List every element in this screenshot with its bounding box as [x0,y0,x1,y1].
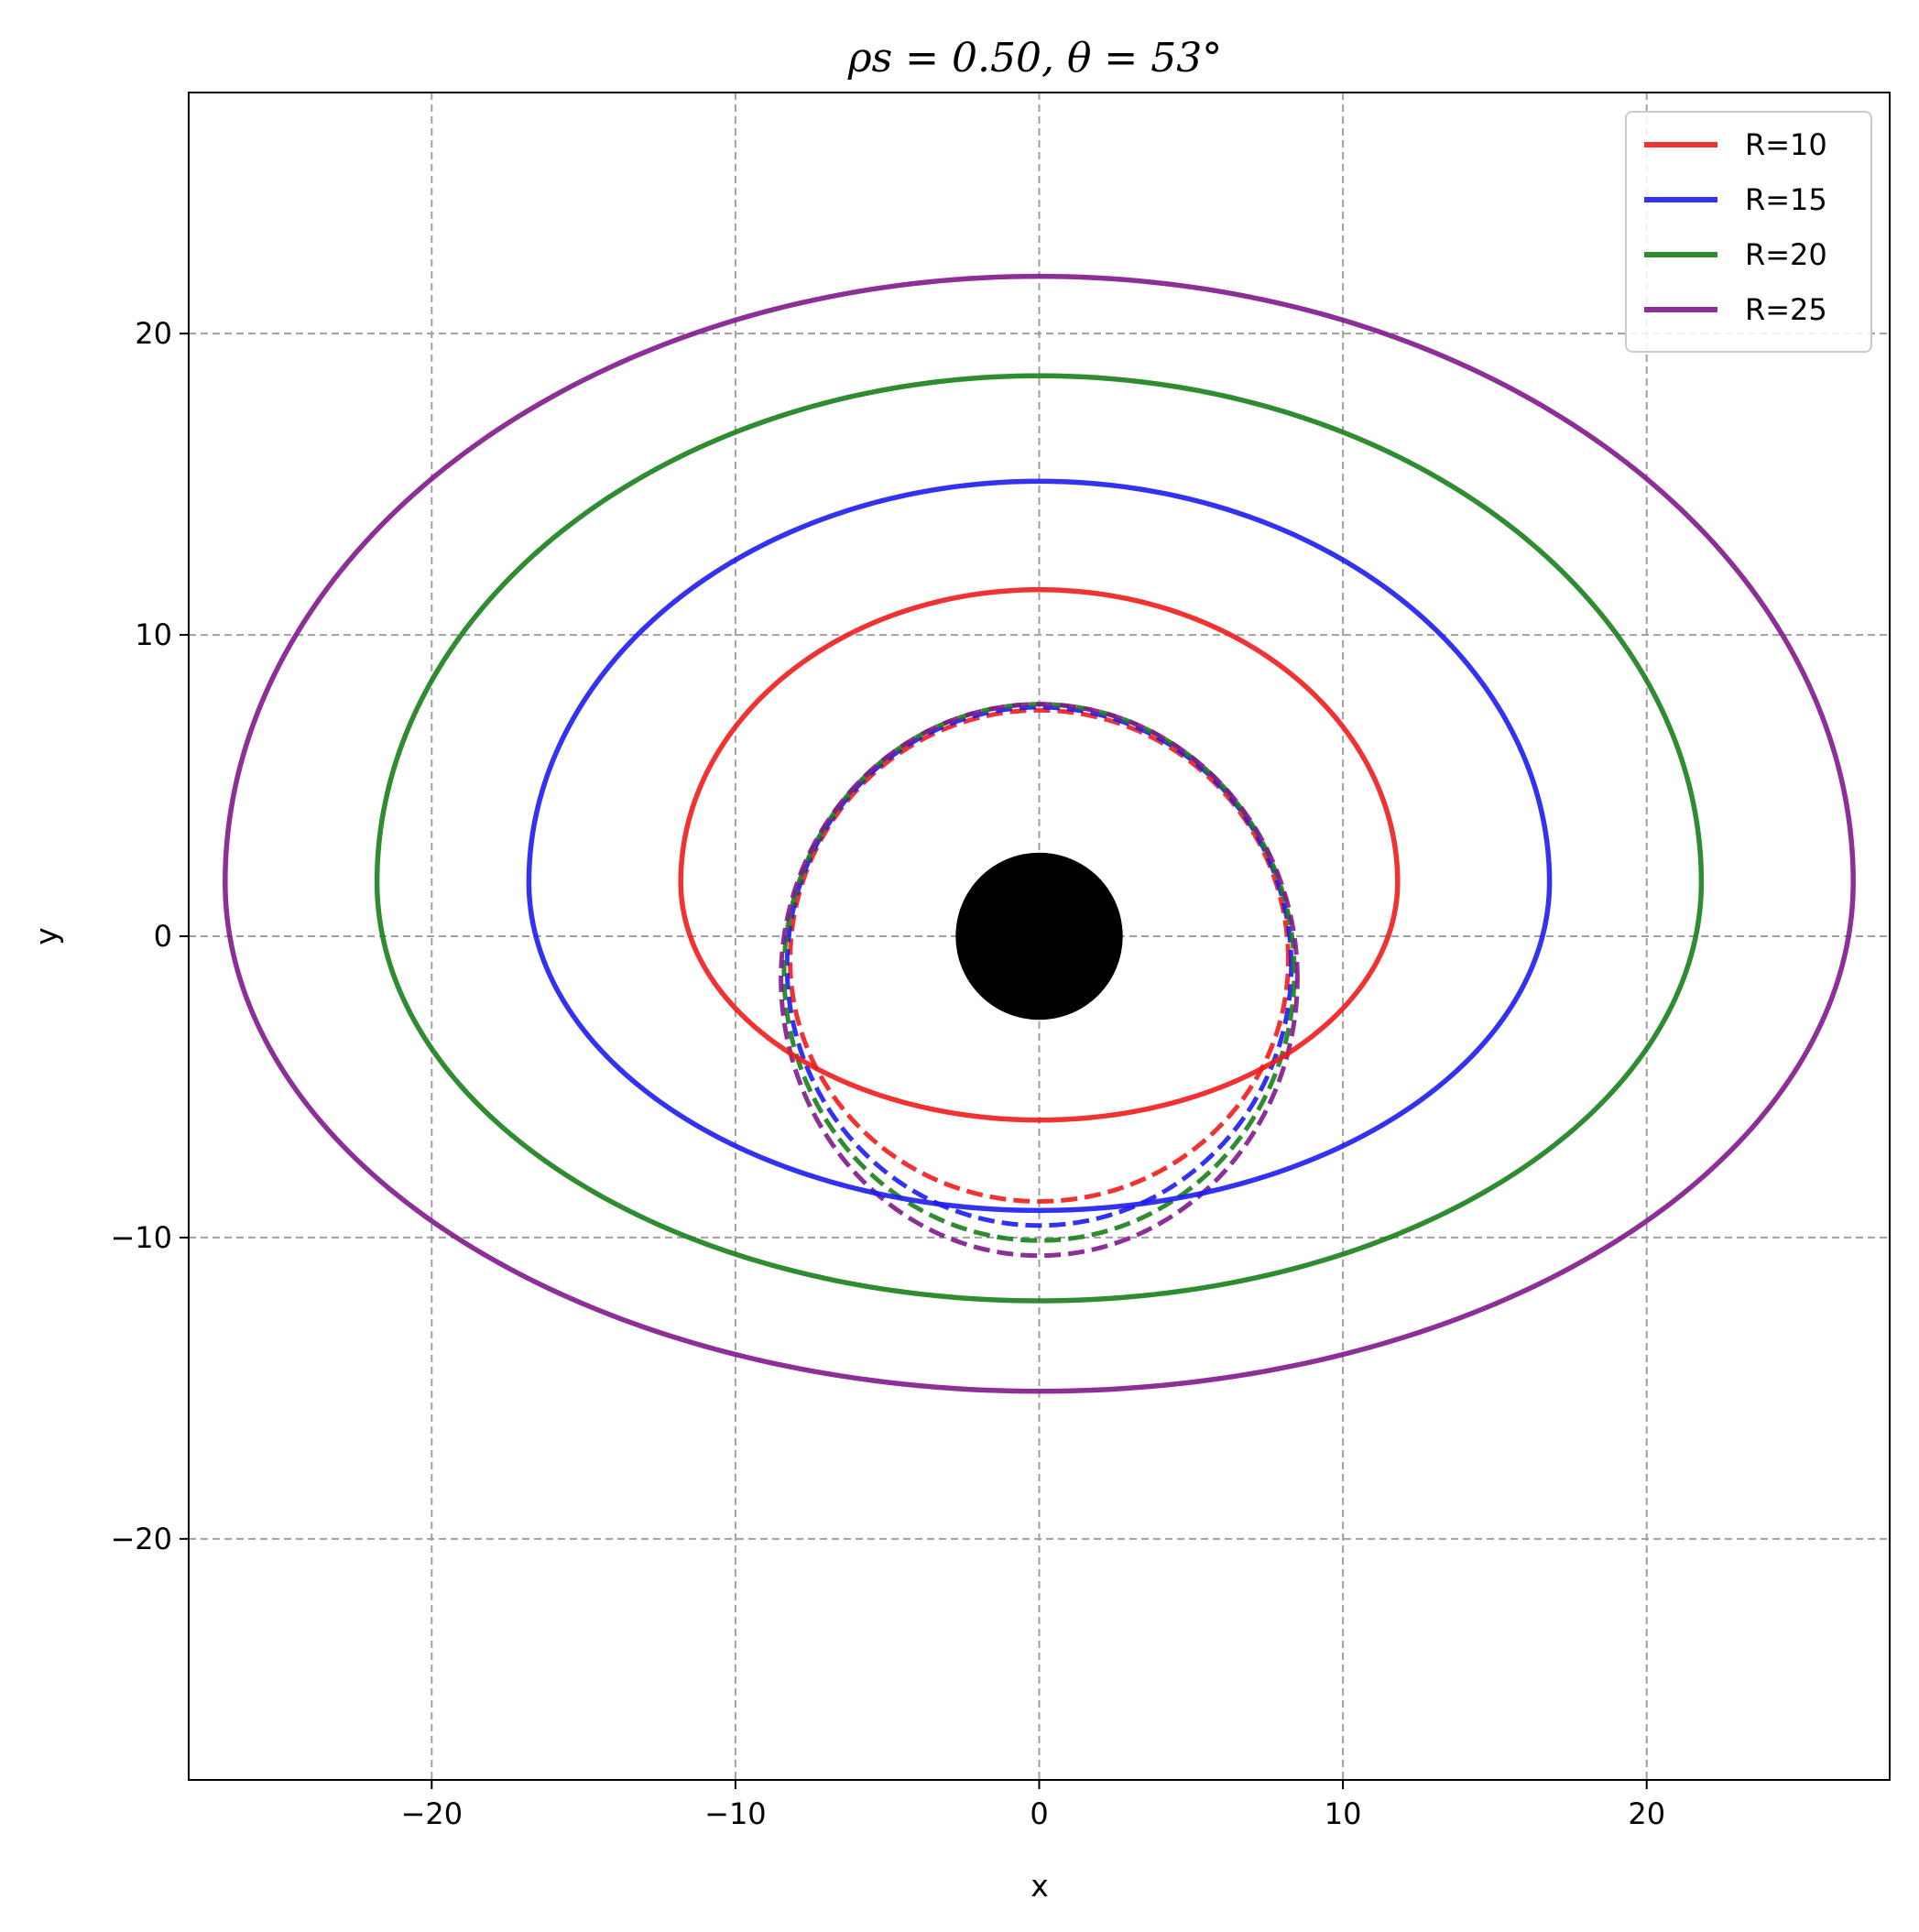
y-tick-label: −10 [110,1220,172,1255]
direct-image-r-10 [678,586,1401,1123]
secondary-image-r-15 [784,704,1294,1228]
y-axis-label: y [28,927,64,945]
chart-title: ρs = 0.50, θ = 53° [847,35,1223,82]
x-tick-label: 20 [1628,1796,1665,1831]
x-tick-label: 10 [1325,1796,1362,1831]
legend-label: R=20 [1745,237,1827,272]
plot-area [223,273,1856,1394]
x-axis-label: x [1030,1868,1049,1904]
direct-image-r-20 [374,373,1705,1304]
y-tick-label: 20 [135,316,172,351]
legend-label: R=25 [1745,292,1827,327]
direct-image-r-25 [223,273,1856,1394]
axis-ticks: −20 −10 0 10 20 −20 −10 0 10 20 [110,316,1665,1831]
legend: R=10 R=15 R=20 R=25 [1625,111,1872,353]
secondary-image-r-10 [788,707,1291,1204]
central-disk [955,852,1123,1021]
x-tick-label: −10 [704,1796,767,1831]
legend-label: R=10 [1745,127,1827,162]
legend-label: R=15 [1745,182,1827,217]
x-tick-label: −20 [401,1796,463,1831]
secondary-image-r-25 [779,702,1300,1259]
secondary-image-r-20 [781,702,1297,1243]
legend-box [1625,111,1872,353]
direct-image-r-15 [526,478,1553,1214]
x-tick-label: 0 [1030,1796,1048,1831]
y-tick-label: 10 [135,617,172,652]
grid [189,93,1890,1780]
y-tick-label: −20 [110,1522,172,1556]
y-tick-label: 0 [154,919,172,954]
